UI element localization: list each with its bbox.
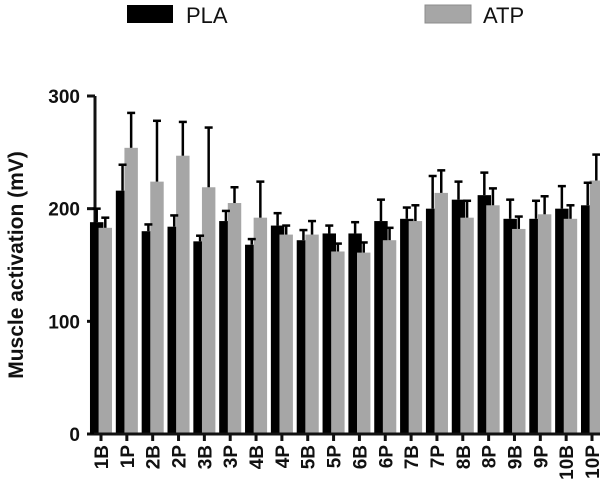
bar-atp-4b xyxy=(253,217,268,434)
y-ticks: 0 100 200 300 xyxy=(48,87,95,446)
x-tick-label: 1P xyxy=(118,445,139,469)
legend-label-atp: ATP xyxy=(483,3,524,28)
bar-atp-8p xyxy=(486,205,500,434)
y-tick-label: 200 xyxy=(48,200,80,221)
bar-atp-5b xyxy=(305,234,319,434)
bar-atp-7b xyxy=(408,221,423,434)
bar-atp-6p xyxy=(382,240,397,434)
y-tick-label: 0 xyxy=(69,425,80,446)
x-tick-label: 9P xyxy=(531,445,552,469)
x-tick-label: 1B xyxy=(92,445,113,469)
x-tick-label: 6P xyxy=(376,445,397,469)
x-tick-label: 10P xyxy=(583,445,600,479)
x-tick-label: 10B xyxy=(557,445,578,480)
x-axis: 1B 1P 2B 2P 3B 3P 4B 4P 5B 5P 6B 6P 7B 7P 8B 8P 9B 9P 10B 1… xyxy=(92,432,600,480)
bar-atp-1p xyxy=(124,147,138,434)
legend: PLA ATP xyxy=(127,3,524,28)
y-tick-label: 300 xyxy=(48,87,80,108)
x-tick-label: 3P xyxy=(221,445,242,469)
bars xyxy=(89,147,600,435)
legend-swatch-atp xyxy=(424,4,472,24)
error-bars xyxy=(92,111,600,253)
x-tick-label: 4B xyxy=(247,445,268,469)
bar-atp-1b xyxy=(98,227,113,434)
x-labels: 1B 1P 2B 2P 3B 3P 4B 4P 5B 5P 6B 6P 7B 7P 8B 8P 9B 9P 10B 1… xyxy=(92,434,600,480)
legend-swatch-pla xyxy=(127,5,173,23)
bar-atp-4p xyxy=(279,234,293,434)
bar-atp-3b xyxy=(201,187,216,434)
bar-atp-6b xyxy=(357,252,371,434)
x-tick-label: 8B xyxy=(454,445,475,469)
x-tick-label: 4P xyxy=(273,445,294,469)
legend-label-pla: PLA xyxy=(186,3,228,28)
bar-atp-7p xyxy=(434,192,448,434)
x-tick-label: 6B xyxy=(350,445,371,469)
y-axis: 0 100 200 300 xyxy=(48,87,97,446)
y-tick-label: 100 xyxy=(48,312,80,333)
x-tick-label: 5P xyxy=(325,445,346,469)
bar-atp-10b xyxy=(563,218,578,434)
x-tick-label: 2P xyxy=(170,445,191,469)
x-tick-label: 7B xyxy=(402,445,423,469)
bar-atp-10p xyxy=(589,180,600,434)
bar-atp-3p xyxy=(227,203,242,434)
bar-atp-9p xyxy=(537,214,552,434)
bar-atp-2b xyxy=(150,181,164,434)
x-tick-label: 7P xyxy=(428,445,449,469)
x-tick-label: 9B xyxy=(505,445,526,469)
bar-atp-8b xyxy=(460,217,474,434)
bar-atp-9b xyxy=(512,228,526,434)
bar-atp-5p xyxy=(331,251,345,434)
x-tick-label: 5B xyxy=(299,445,320,469)
x-tick-label: 8P xyxy=(480,445,501,469)
x-tick-label: 3B xyxy=(195,445,216,469)
x-tick-label: 2B xyxy=(144,445,165,469)
y-axis-title: Muscle activation (mV) xyxy=(5,151,28,379)
bar-atp-2p xyxy=(176,155,190,435)
